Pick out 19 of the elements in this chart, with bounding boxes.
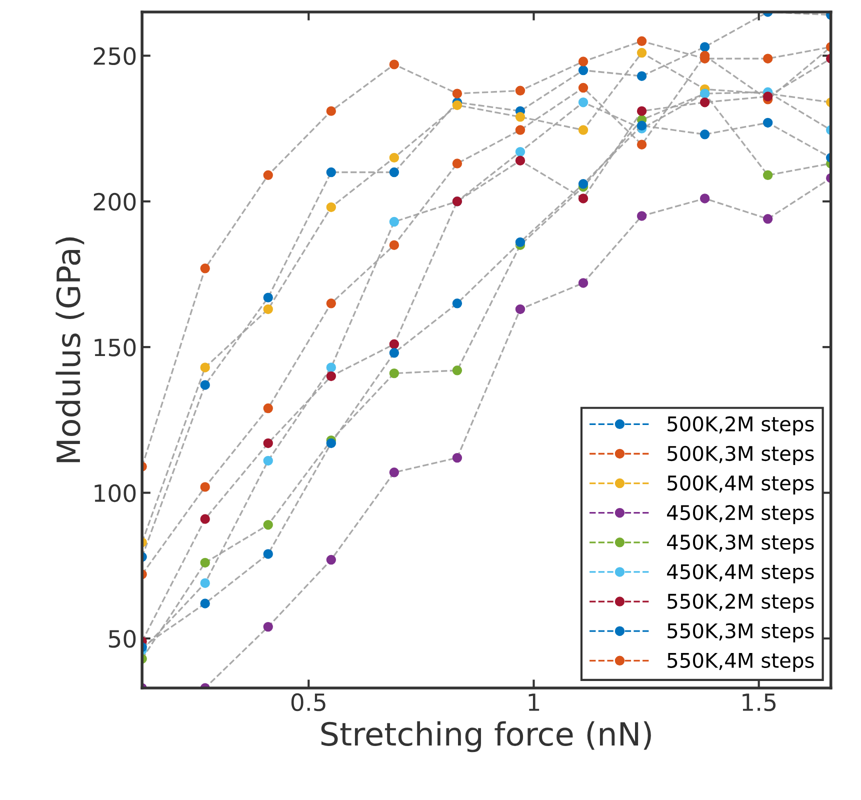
legend-label: 550K,3M steps [668,623,814,642]
y-tick-label: 200 [94,192,136,211]
y-tick-label: 150 [94,338,136,356]
legend-label: 500K,3M steps [668,446,814,465]
legend-label: 450K,3M steps [667,534,814,554]
legend-label: 500K,4M steps [668,475,814,495]
legend-label: 450K,4M steps [667,564,814,584]
legend-label: 500K,2M steps [668,416,814,436]
legend-label: 550K,2M steps [668,594,814,613]
y-tick-label: 50 [108,630,136,648]
x-tick-label: 1 [528,694,540,711]
x-axis-title: Stretching force (nN) [321,721,651,752]
y-axis-title: Modulus (GPa) [56,237,84,462]
y-tick-label: 100 [94,484,136,502]
y-tick-label: 250 [94,47,136,66]
x-tick-label: 0.5 [291,693,326,712]
x-tick-label: 1.5 [742,694,776,712]
legend-label: 550K,4M steps [668,652,814,672]
legend-label: 450K,2M steps [667,504,814,524]
